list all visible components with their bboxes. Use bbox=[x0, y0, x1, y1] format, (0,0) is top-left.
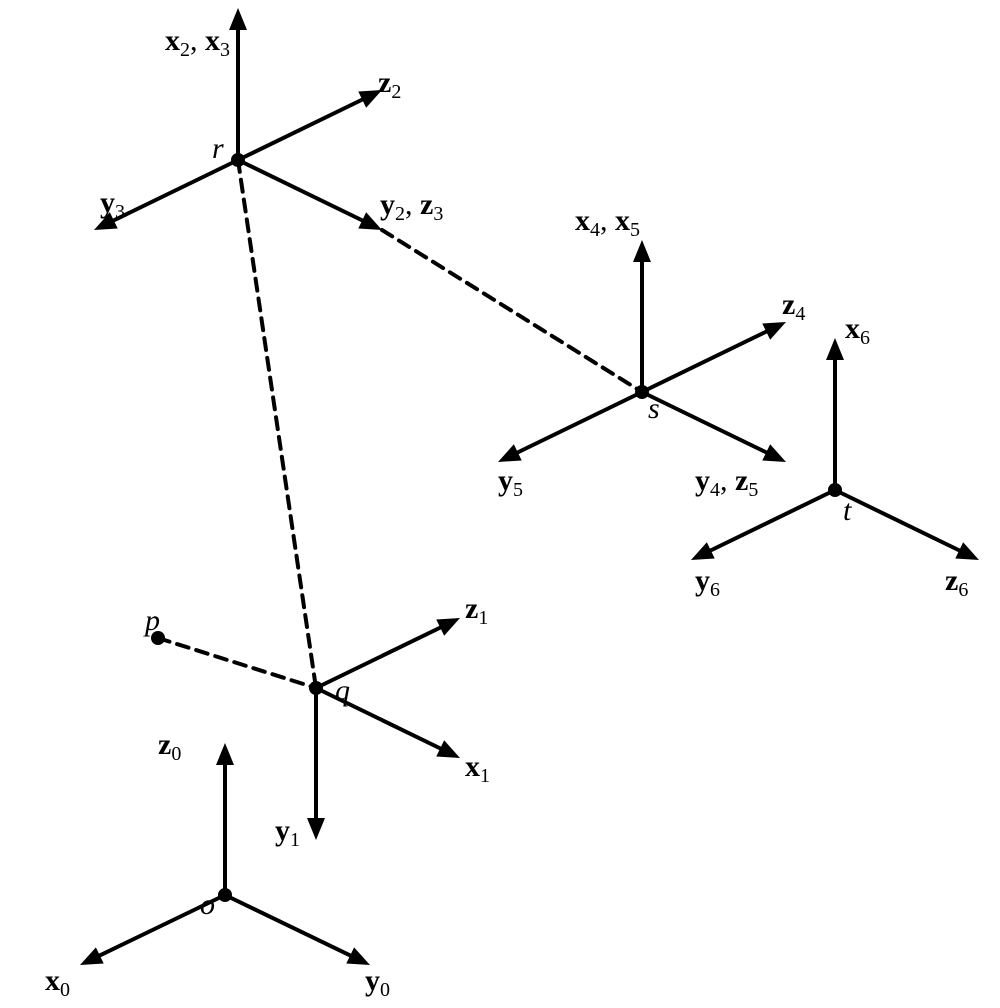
axis-y4z5-shaft bbox=[642, 392, 766, 452]
axis-label-y6l: y6 bbox=[695, 564, 720, 601]
axis-y3-shaft bbox=[114, 160, 238, 220]
axis-label-y3l: y3 bbox=[100, 186, 125, 223]
axis-label-x6l: x6 bbox=[845, 312, 870, 349]
axis-label-x0l: x0 bbox=[45, 964, 70, 1001]
axis-label-x23l: x2, x3 bbox=[165, 24, 230, 61]
axis-y1-arrowhead bbox=[307, 818, 325, 840]
axis-x45-arrowhead bbox=[633, 240, 651, 262]
origin-label-p: p bbox=[143, 604, 160, 637]
axis-y0-shaft bbox=[225, 895, 350, 955]
axis-label-z0l: z0 bbox=[158, 728, 181, 765]
axis-label-z6l: z6 bbox=[945, 564, 968, 601]
origin-label-q: q bbox=[335, 674, 350, 707]
origin-label-s: s bbox=[648, 392, 660, 425]
axis-y5-shaft bbox=[518, 392, 642, 452]
origin-dot-r bbox=[231, 153, 245, 167]
axis-label-y1l: y1 bbox=[275, 814, 300, 851]
dashed-link-rq bbox=[238, 160, 316, 688]
axis-label-y5l: y5 bbox=[498, 464, 523, 501]
origin-label-r: r bbox=[212, 132, 224, 165]
origin-dot-t bbox=[828, 483, 842, 497]
origin-dot-o bbox=[218, 888, 232, 902]
axis-label-y0l: y0 bbox=[365, 964, 390, 1001]
axis-z4-shaft bbox=[642, 332, 766, 392]
coordinate-frames-diagram: o p q r s t z0 x0 y0 z1 x1 y1 x2, x3 z2 y3 y2, z3 x4, x5… bbox=[0, 0, 1000, 1008]
axis-label-x1l: x1 bbox=[465, 750, 490, 787]
axis-x23-arrowhead bbox=[229, 8, 247, 30]
axis-label-y2z3l: y2, z3 bbox=[380, 188, 443, 225]
dashed-link-pq bbox=[158, 638, 316, 688]
dashed-link-rs_tail bbox=[382, 230, 642, 392]
axis-z6-shaft bbox=[835, 490, 959, 550]
axis-z0-arrowhead bbox=[216, 743, 234, 765]
axis-label-y4z5l: y4, z5 bbox=[695, 464, 758, 501]
axis-y2z3-shaft bbox=[238, 160, 362, 220]
axis-label-z2l: z2 bbox=[378, 66, 401, 103]
origin-label-t: t bbox=[843, 494, 852, 527]
axis-z2-shaft bbox=[238, 100, 362, 160]
axis-label-x45l: x4, x5 bbox=[575, 204, 640, 241]
axis-label-z1l: z1 bbox=[465, 592, 488, 629]
origin-label-o: o bbox=[200, 888, 215, 921]
axis-x6-arrowhead bbox=[826, 338, 844, 360]
origin-dot-q bbox=[309, 681, 323, 695]
origin-dot-s bbox=[635, 385, 649, 399]
axis-label-z4l: z4 bbox=[782, 288, 805, 325]
axis-y6-shaft bbox=[711, 490, 835, 550]
